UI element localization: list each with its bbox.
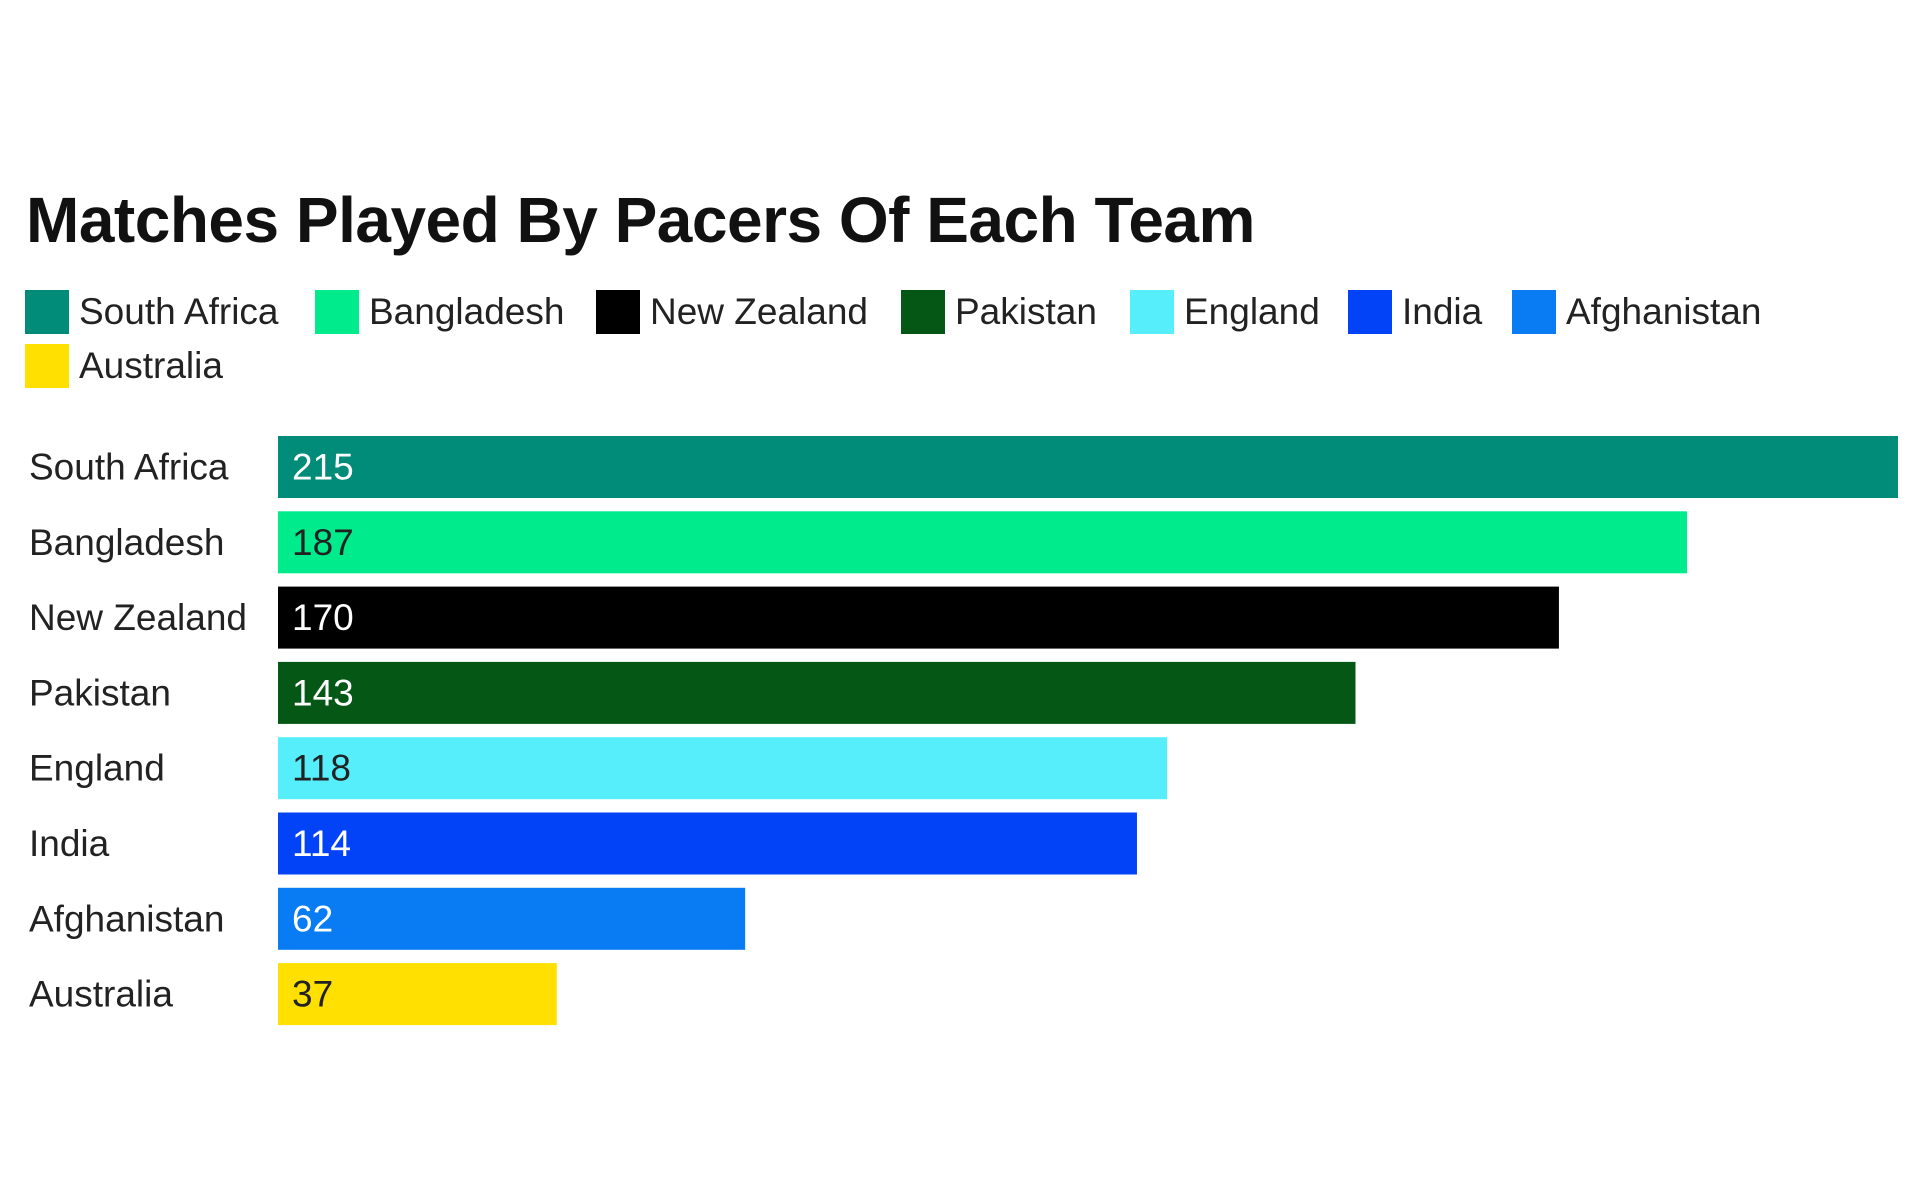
legend-swatch [25, 290, 69, 334]
bar-australia [278, 963, 557, 1026]
value-label-bangladesh: 187 [292, 522, 354, 563]
bar-pakistan [278, 661, 1356, 724]
legend-swatch [901, 290, 945, 334]
value-label-england: 118 [292, 748, 351, 789]
legend-item-south-africa: South Africa [25, 290, 279, 334]
category-label-india: India [29, 823, 110, 864]
legend-swatch [1348, 290, 1392, 334]
bar-south-africa [278, 436, 1898, 498]
legend-item-new-zealand: New Zealand [596, 290, 868, 334]
legend-label: Afghanistan [1566, 291, 1762, 332]
legend-item-pakistan: Pakistan [901, 290, 1097, 334]
legend-swatch [1512, 290, 1556, 334]
value-label-new-zealand: 170 [292, 597, 354, 638]
legend-label: Bangladesh [369, 291, 565, 332]
category-label-new-zealand: New Zealand [29, 597, 247, 638]
bar-england [278, 737, 1168, 800]
legend-swatch [315, 290, 359, 334]
bar-bangladesh [278, 511, 1688, 574]
category-label-pakistan: Pakistan [29, 672, 171, 713]
chart-title: Matches Played By Pacers Of Each Team [26, 184, 1255, 256]
category-label-england: England [29, 748, 165, 789]
bar-new-zealand [278, 586, 1559, 649]
legend-label: South Africa [79, 291, 279, 332]
bar-chart-plot: South Africa 215 Bangladesh 187 New Zealand 1… [29, 436, 1898, 1026]
legend-label: England [1184, 291, 1320, 332]
category-label-bangladesh: Bangladesh [29, 522, 224, 563]
legend-item-afghanistan: Afghanistan [1512, 290, 1761, 334]
legend-item-australia: Australia [25, 344, 223, 388]
bar-afghanistan [278, 887, 746, 950]
value-label-afghanistan: 62 [292, 898, 333, 939]
legend-swatch [1130, 290, 1174, 334]
legend-swatch [25, 344, 69, 388]
legend-label: India [1402, 291, 1483, 332]
value-label-australia: 37 [292, 974, 333, 1015]
legend-label: Pakistan [955, 291, 1097, 332]
legend-label: New Zealand [650, 291, 869, 332]
legend-item-bangladesh: Bangladesh [315, 290, 564, 334]
value-label-pakistan: 143 [292, 672, 354, 713]
category-label-south-africa: South Africa [29, 447, 229, 488]
chart-legend: South Africa Bangladesh New Zealand Paki… [25, 290, 1885, 400]
legend-item-india: India [1348, 290, 1482, 334]
legend-label: Australia [79, 345, 223, 386]
category-label-australia: Australia [29, 974, 173, 1015]
value-label-south-africa: 215 [292, 447, 354, 488]
bar-india [278, 812, 1137, 875]
legend-item-england: England [1130, 290, 1320, 334]
category-label-afghanistan: Afghanistan [29, 898, 224, 939]
value-label-india: 114 [292, 823, 351, 864]
legend-swatch [596, 290, 640, 334]
